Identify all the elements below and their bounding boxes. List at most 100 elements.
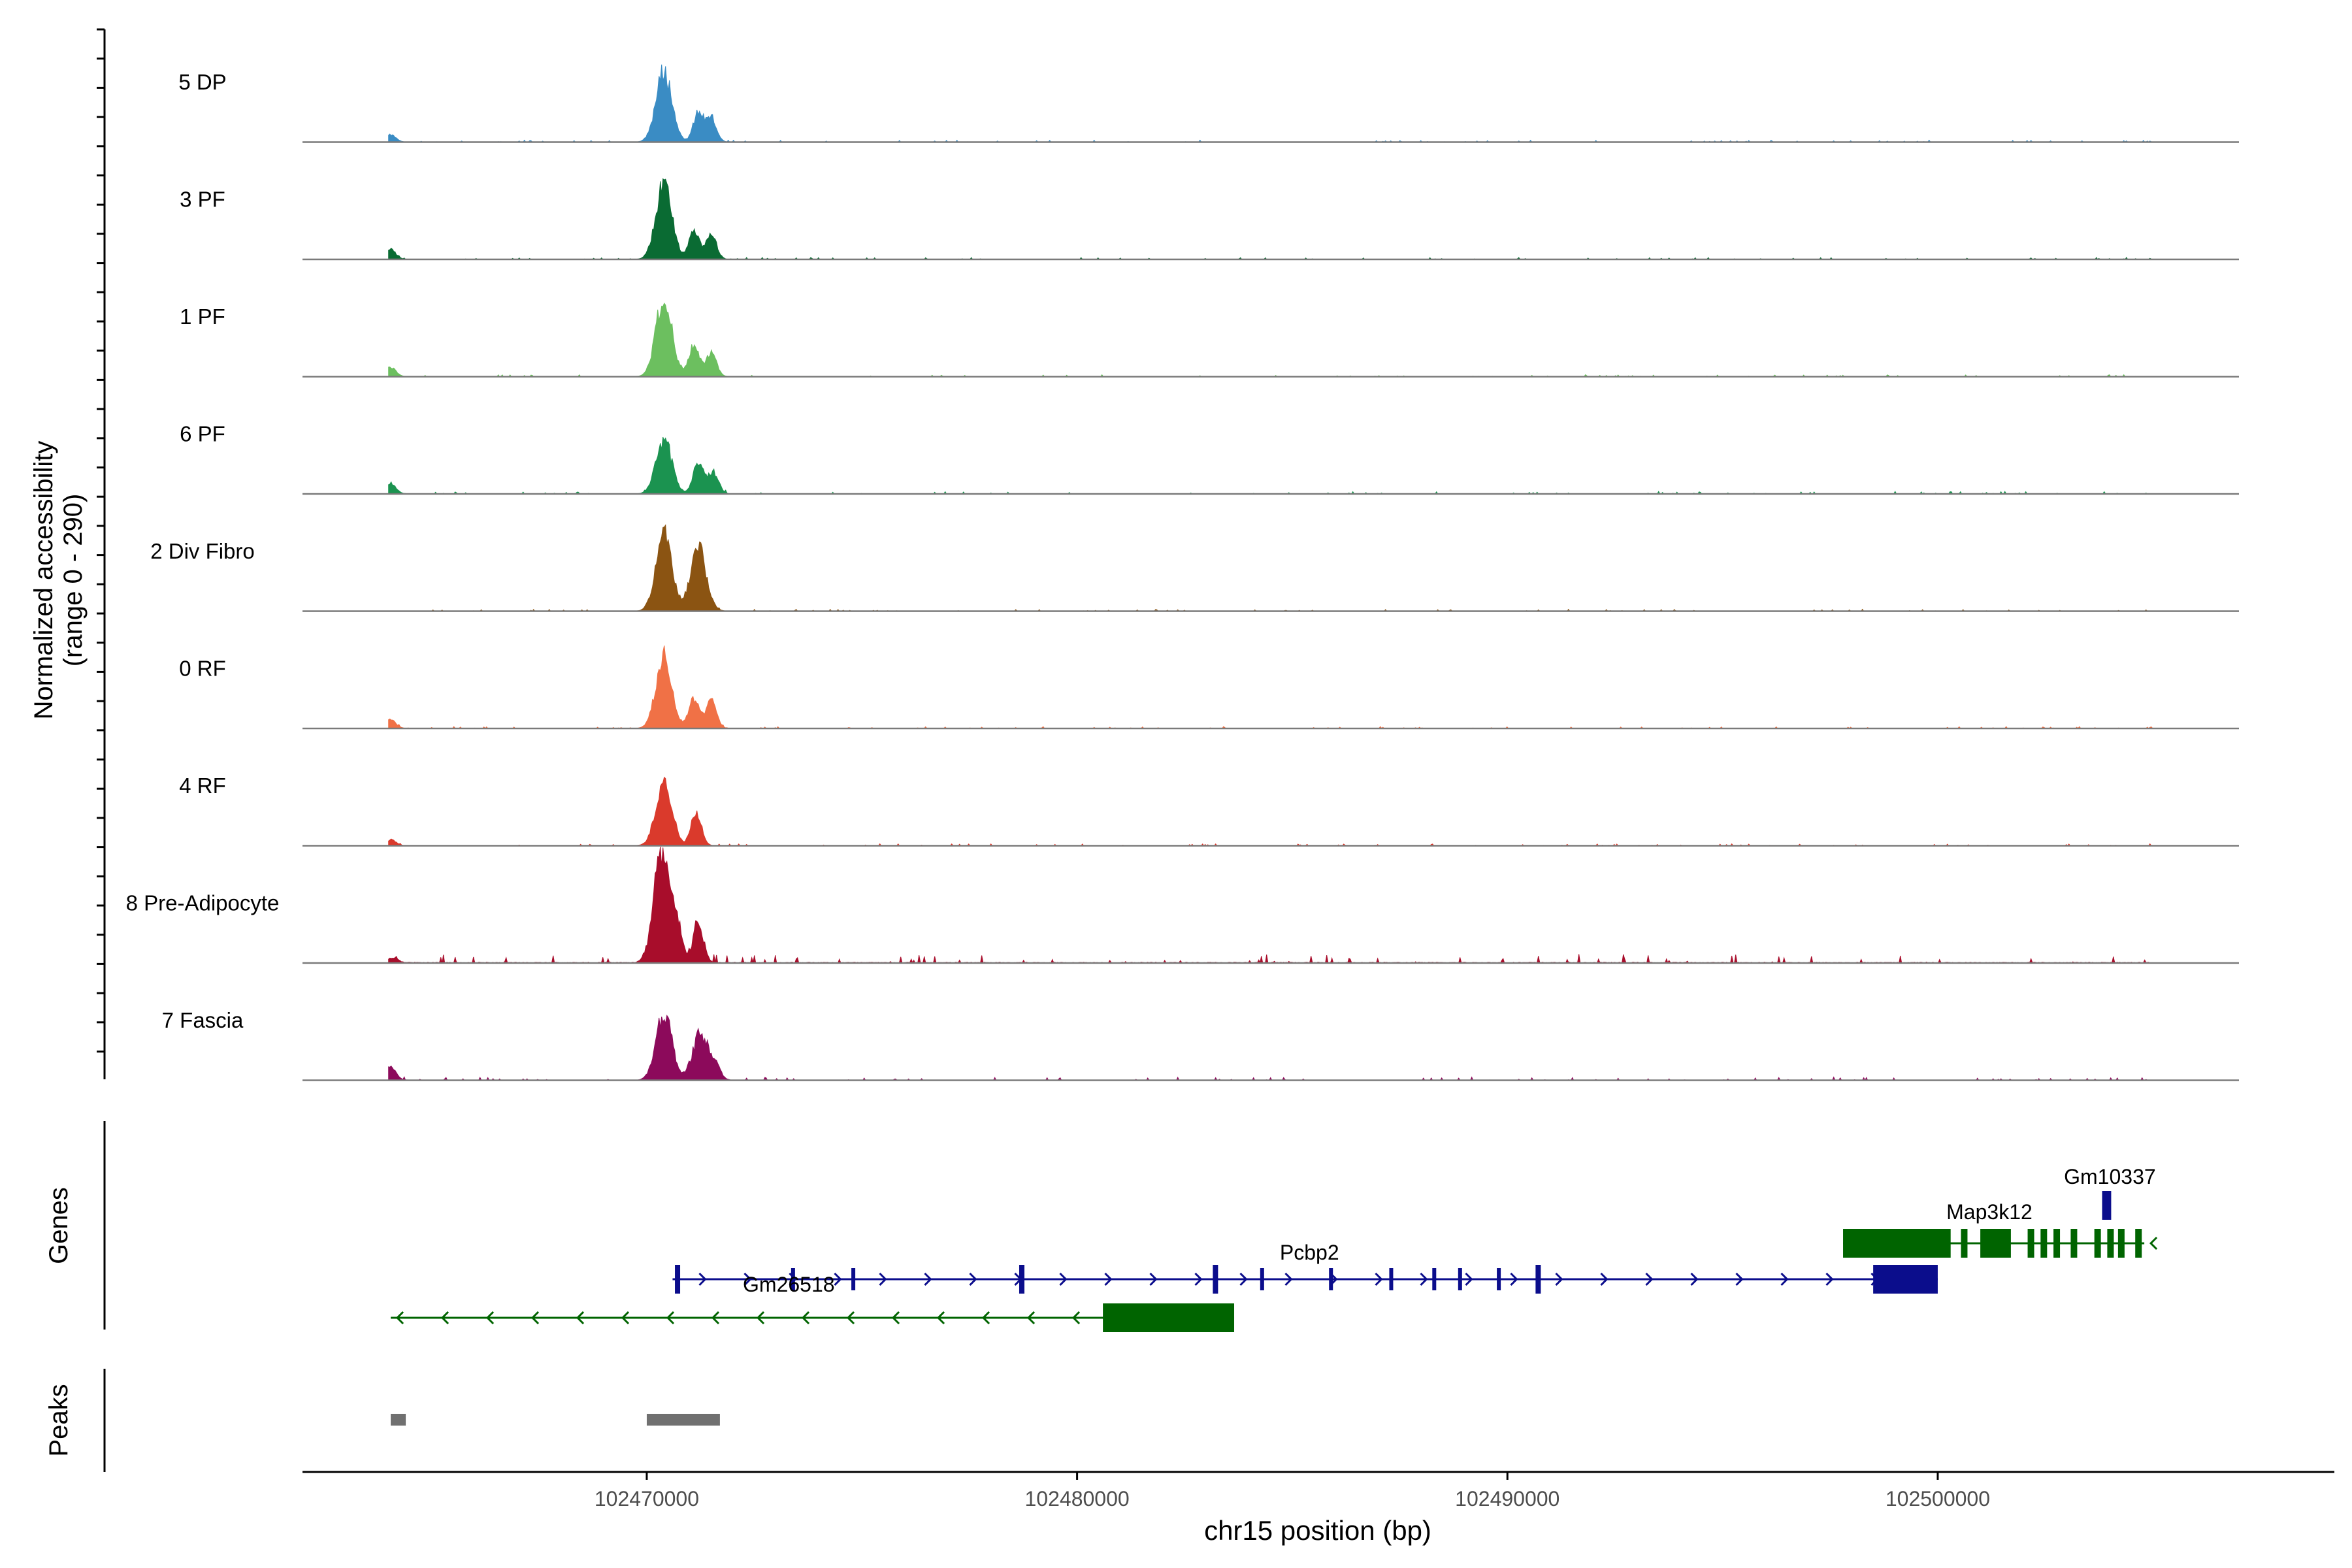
track-6-pf: 6 PF xyxy=(180,422,2239,495)
strand-arrow xyxy=(1149,1272,1158,1286)
strand-arrow xyxy=(1690,1272,1699,1286)
gene-models: Pcbp2 Gm26518 Map3k12 Gm10337 xyxy=(391,1165,2158,1332)
tracks: 5 DP 3 PF 1 PF 6 PF 2 Div Fibro 0 RF 4 RF 8 Pre… xyxy=(126,64,2239,1081)
x-tick-label: 102470000 xyxy=(595,1487,699,1511)
strand-arrow xyxy=(1780,1272,1789,1286)
gene-map3k12: Map3k12 xyxy=(1843,1200,2158,1258)
strand-arrow xyxy=(1375,1272,1383,1286)
strand-arrow xyxy=(531,1311,540,1325)
strand-arrow xyxy=(1555,1272,1563,1286)
gene-label: Gm10337 xyxy=(2064,1165,2156,1188)
strand-arrow xyxy=(395,1311,404,1325)
strand-arrow xyxy=(576,1311,585,1325)
genes-panel: Genes Pcbp2 Gm26518 Map3k12 Gm10337 xyxy=(44,1121,2158,1332)
x-tick-label: 102500000 xyxy=(1886,1487,1990,1511)
strand-arrow xyxy=(801,1311,810,1325)
strand-arrow xyxy=(1510,1272,1518,1286)
peaks-panel: Peaks xyxy=(44,1369,720,1472)
exon xyxy=(675,1265,681,1294)
strand-arrow xyxy=(1645,1272,1654,1286)
exon xyxy=(2053,1229,2061,1258)
strand-arrow xyxy=(666,1311,675,1325)
track-label: 8 Pre-Adipocyte xyxy=(126,891,280,915)
track-label: 6 PF xyxy=(180,422,225,446)
exon xyxy=(2094,1229,2101,1258)
track-1-pf: 1 PF xyxy=(180,302,2239,378)
strand-arrow xyxy=(1284,1272,1293,1286)
strand-arrow xyxy=(1059,1272,1068,1286)
track-0-rf: 0 RF xyxy=(179,645,2239,730)
x-ticks: 102470000 102480000 102490000 102500000 xyxy=(595,1472,1990,1511)
exon xyxy=(1103,1303,1235,1332)
exon xyxy=(1873,1265,1938,1294)
exon xyxy=(1432,1268,1437,1290)
peak-bar xyxy=(391,1414,406,1426)
peak-regions xyxy=(391,1414,720,1426)
track-label: 4 RF xyxy=(179,774,226,798)
track-7-fascia: 7 Fascia xyxy=(162,1008,2239,1081)
track-3-pf: 3 PF xyxy=(180,178,2239,261)
strand-arrow xyxy=(1465,1272,1473,1286)
exon xyxy=(1458,1268,1462,1290)
peaks-axis-label: Peaks xyxy=(44,1384,73,1456)
track-4-rf: 4 RF xyxy=(179,774,2239,847)
track-label: 5 DP xyxy=(178,70,226,94)
gene-label: Gm26518 xyxy=(743,1273,835,1296)
track-2-div-fibro: 2 Div Fibro xyxy=(150,524,2239,612)
strand-arrow xyxy=(1194,1272,1203,1286)
exon xyxy=(1843,1229,1951,1258)
exon xyxy=(2117,1229,2125,1258)
x-tick-label: 102490000 xyxy=(1455,1487,1560,1511)
gene-label: Map3k12 xyxy=(1946,1200,2033,1224)
track-label: 3 PF xyxy=(180,188,225,212)
exon xyxy=(791,1268,795,1290)
track-label: 1 PF xyxy=(180,304,225,329)
strand-arrow xyxy=(621,1311,630,1325)
strand-arrow xyxy=(1239,1272,1248,1286)
strand-arrow xyxy=(1735,1272,1744,1286)
strand-arrow xyxy=(2149,1236,2158,1250)
track-label: 0 RF xyxy=(179,657,226,681)
exon xyxy=(1983,1229,2011,1258)
track-label: 7 Fascia xyxy=(162,1008,244,1032)
strand-arrow xyxy=(879,1272,887,1286)
exon xyxy=(1535,1265,1541,1294)
strand-arrow xyxy=(1600,1272,1609,1286)
exon xyxy=(1260,1268,1264,1290)
strand-arrow xyxy=(1825,1272,1834,1286)
track-label: 2 Div Fibro xyxy=(150,539,255,563)
track-5-dp: 5 DP xyxy=(178,64,2239,143)
strand-arrow xyxy=(924,1272,932,1286)
exon xyxy=(2027,1229,2034,1258)
x-axis: 102470000 102480000 102490000 102500000 chr… xyxy=(302,1471,2334,1546)
strand-arrow xyxy=(440,1311,449,1325)
genes-axis-label: Genes xyxy=(44,1187,73,1264)
strand-arrow xyxy=(485,1311,495,1325)
y-axis-label-line2: (range 0 - 290) xyxy=(59,494,88,667)
strand-arrow xyxy=(936,1311,945,1325)
exon xyxy=(2107,1229,2114,1258)
coverage-panel: 5 DP 3 PF 1 PF 6 PF 2 Div Fibro 0 RF 4 RF 8 Pre… xyxy=(29,28,2239,1081)
exon xyxy=(2102,1191,2112,1220)
exon xyxy=(1389,1268,1394,1290)
coverage-y-ticks xyxy=(97,28,105,1053)
strand-arrow xyxy=(834,1272,842,1286)
exon xyxy=(2135,1229,2142,1258)
strand-arrow xyxy=(891,1311,900,1325)
track-8-pre-adipocyte: 8 Pre-Adipocyte xyxy=(126,846,2239,964)
strand-arrow xyxy=(981,1311,990,1325)
strand-arrow xyxy=(1026,1311,1036,1325)
strand-arrow xyxy=(698,1272,707,1286)
exon xyxy=(2040,1229,2048,1258)
gene-gm26518: Gm26518 xyxy=(391,1273,1235,1332)
gene-gm10337: Gm10337 xyxy=(2064,1165,2156,1220)
exon xyxy=(1213,1265,1218,1294)
exon xyxy=(2070,1229,2078,1258)
peak-bar xyxy=(646,1414,720,1426)
strand-arrow xyxy=(1104,1272,1113,1286)
x-axis-label: chr15 position (bp) xyxy=(1204,1515,1431,1546)
strand-arrow xyxy=(743,1272,752,1286)
exon xyxy=(851,1268,856,1290)
